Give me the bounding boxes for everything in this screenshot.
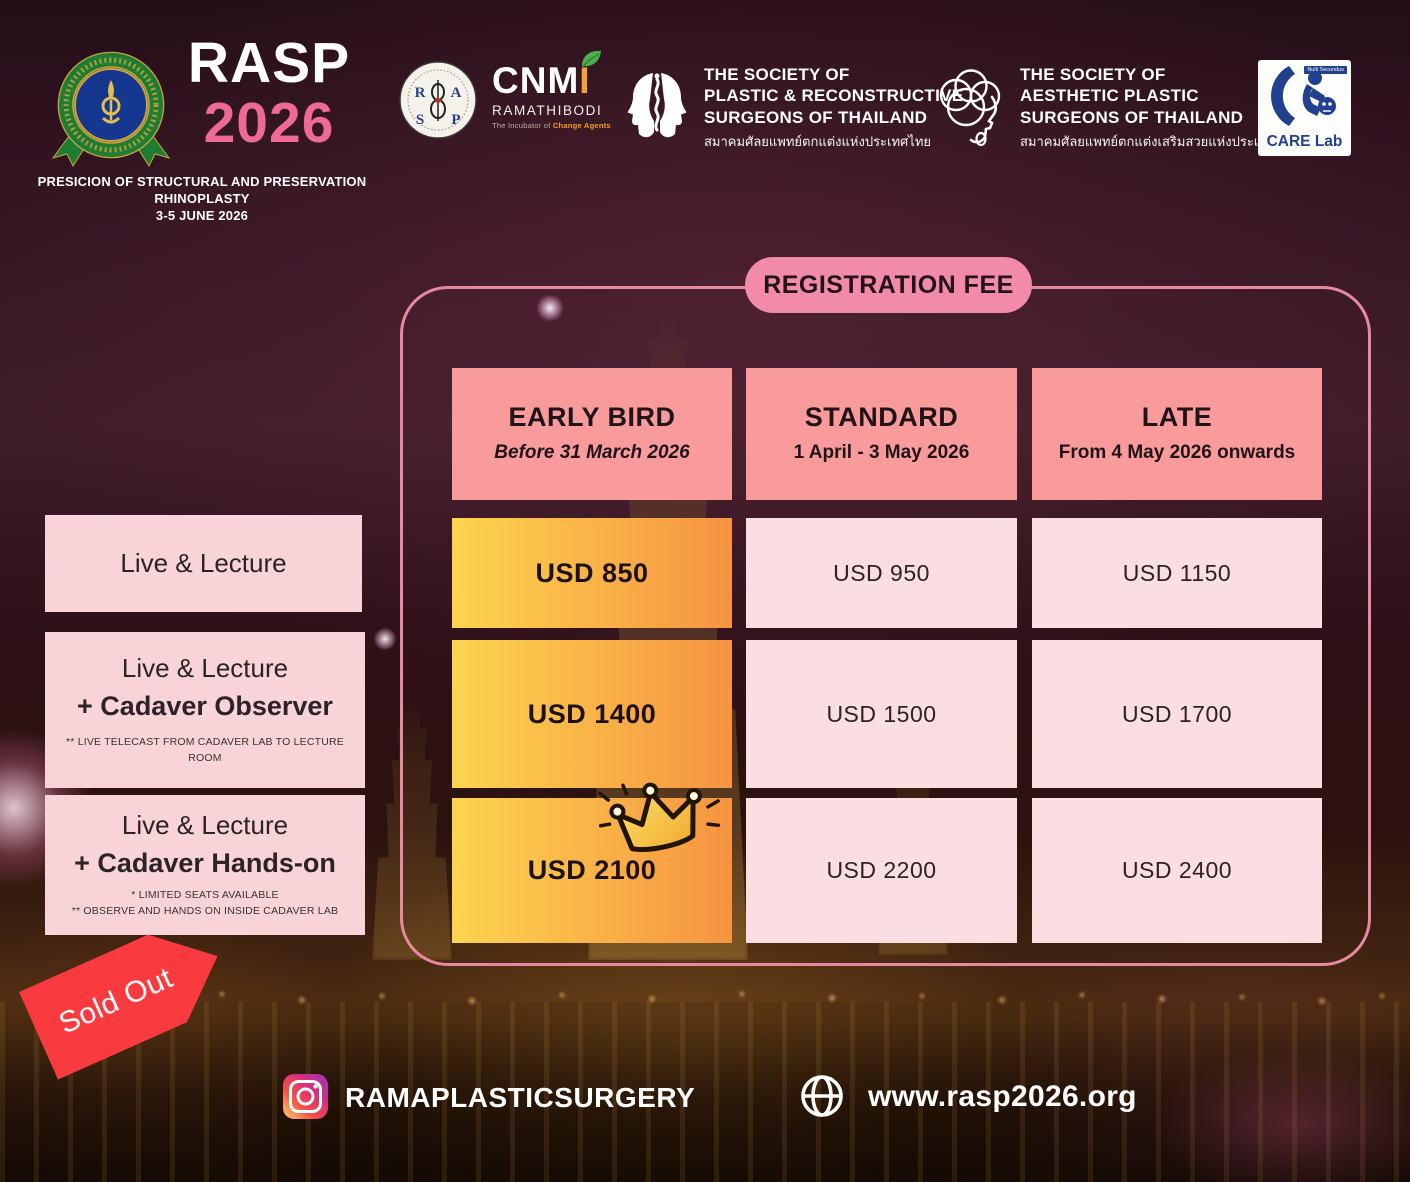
sparkle-glow — [374, 628, 396, 650]
seal-letter-a: A — [451, 85, 462, 101]
female-profile-icon — [939, 69, 1001, 146]
rasp-society-seal-logo: R A S P — [399, 61, 477, 139]
section-title: REGISTRATION FEE — [763, 270, 1014, 299]
pink-light-glow — [1150, 1050, 1410, 1182]
column-title: EARLY BIRD — [508, 402, 676, 433]
row-label-cadaver-observer: Live & Lecture + Cadaver Observer ** LIV… — [45, 632, 365, 788]
aps-text: THE SOCIETY OF AESTHETIC PLASTIC SURGEON… — [1020, 64, 1298, 152]
leaf-icon — [581, 50, 601, 69]
sold-out-text: Sold Out — [54, 961, 178, 1041]
column-title: STANDARD — [804, 402, 959, 433]
seal-letter-s: S — [416, 112, 424, 128]
price-standard-cadaver-hands-on: USD 2200 — [746, 798, 1017, 943]
cnmi-ramathibodi-logo: CNMI RAMATHIBODI The Incubator of Change… — [492, 50, 622, 130]
event-subtitle: PRESICION OF STRUCTURAL AND PRESERVATION… — [28, 174, 376, 225]
aesthetic-plastic-society-logo: THE SOCIETY OF AESTHETIC PLASTIC SURGEON… — [936, 64, 1298, 152]
prs-line-2: PLASTIC & RECONSTRUCTIVE — [704, 86, 964, 106]
crown-icon — [598, 782, 721, 852]
cnmi-tagline-accent: Change Agents — [552, 121, 611, 130]
subtitle-line-1: PRESICION OF STRUCTURAL AND PRESERVATION — [37, 174, 367, 189]
row-label-text: Live & Lecture — [121, 653, 289, 684]
price-early-cadaver-hands-on: USD 2100 — [452, 798, 732, 943]
aps-thai-name: สมาคมศัลยแพทย์ตกแต่งเสริมสวยแห่งประเทศไท… — [1020, 133, 1298, 149]
cnmi-org-name: RAMATHIBODI — [492, 103, 603, 118]
care-lab-figure-icon — [1271, 66, 1336, 126]
row-label-bold-text: + Cadaver Hands-on — [74, 848, 336, 879]
event-year: 2026 — [203, 91, 335, 156]
plastic-reconstructive-society-logo: THE SOCIETY OF PLASTIC & RECONSTRUCTIVE … — [624, 64, 963, 152]
prs-thai-name: สมาคมศัลยแพทย์ตกแต่งแห่งประเทศไทย — [704, 133, 932, 149]
care-lab-logo: Nulli Secundus CARE Lab — [1258, 60, 1351, 156]
spire-light-glow — [536, 294, 564, 322]
price-late-cadaver-hands-on: USD 2400 — [1032, 798, 1322, 943]
aps-line-2: AESTHETIC PLASTIC — [1020, 86, 1199, 106]
subtitle-line-2: RHINOPLASTY — [154, 190, 250, 206]
row-note-1: * LIMITED SEATS AVAILABLE — [131, 889, 279, 902]
instagram-icon[interactable] — [283, 1074, 328, 1119]
mahidol-university-logo — [51, 51, 171, 168]
cnmi-letters: CNM — [492, 60, 580, 101]
seal-letter-p: P — [451, 112, 460, 128]
price-late-cadaver-observer: USD 1700 — [1032, 640, 1322, 788]
row-label-text: Live & Lecture — [121, 810, 289, 841]
website-url[interactable]: www.rasp2026.org — [868, 1080, 1137, 1113]
row-note: ** LIVE TELECAST FROM CADAVER LAB TO LEC… — [66, 736, 344, 764]
price-late-live-lecture: USD 1150 — [1032, 518, 1322, 628]
column-header-standard: STANDARD 1 April - 3 May 2026 — [746, 368, 1017, 500]
event-name: RASP — [187, 31, 351, 95]
column-title: LATE — [1141, 402, 1213, 433]
column-subtitle: 1 April - 3 May 2026 — [793, 442, 970, 464]
row-label-text: Live & Lecture — [120, 548, 287, 578]
column-subtitle: From 4 May 2026 onwards — [1058, 442, 1296, 464]
price-standard-live-lecture: USD 950 — [746, 518, 1017, 628]
care-lab-name: CARE Lab — [1266, 133, 1343, 150]
cnmi-letter-accent: I — [579, 60, 591, 101]
price-standard-cadaver-observer: USD 1500 — [746, 640, 1017, 788]
row-label-cadaver-hands-on: Live & Lecture + Cadaver Hands-on * LIMI… — [45, 795, 365, 935]
aps-line-3: SURGEONS OF THAILAND — [1020, 107, 1244, 127]
cnmi-tagline: The Incubator of Change Agents — [492, 121, 622, 130]
column-subtitle: Before 31 March 2026 — [494, 442, 690, 464]
two-profiles-icon — [627, 72, 687, 138]
aps-line-1: THE SOCIETY OF — [1020, 65, 1166, 84]
subtitle-line-3: 3-5 JUNE 2026 — [155, 207, 249, 223]
cnmi-acronym: CNMI — [492, 50, 622, 101]
cnmi-tagline-text: The Incubator of — [492, 121, 553, 130]
river-reflections — [0, 1002, 1410, 1182]
seal-letter-r: R — [415, 85, 426, 101]
row-label-live-lecture: Live & Lecture — [45, 515, 362, 612]
row-notes: * LIMITED SEATS AVAILABLE ** OBSERVE AND… — [72, 888, 339, 920]
column-header-late: LATE From 4 May 2026 onwards — [1032, 368, 1322, 500]
globe-icon[interactable] — [799, 1073, 845, 1119]
row-note-2: ** OBSERVE AND HANDS ON INSIDE CADAVER L… — [71, 905, 339, 917]
row-label-bold-text: + Cadaver Observer — [77, 691, 333, 722]
section-title-pill: REGISTRATION FEE — [745, 257, 1032, 313]
prs-line-1: THE SOCIETY OF — [704, 65, 850, 84]
column-header-early-bird: EARLY BIRD Before 31 March 2026 — [452, 368, 732, 500]
prs-text: THE SOCIETY OF PLASTIC & RECONSTRUCTIVE … — [704, 64, 963, 152]
instagram-handle[interactable]: RAMAPLASTICSURGERY — [345, 1082, 696, 1113]
care-lab-badge: Nulli Secundus — [1304, 66, 1347, 74]
prs-line-3: SURGEONS OF THAILAND — [704, 107, 928, 127]
price-early-cadaver-observer: USD 1400 — [452, 640, 732, 788]
event-title: RASP 2026 — [183, 34, 355, 152]
price-early-live-lecture: USD 850 — [452, 518, 732, 628]
